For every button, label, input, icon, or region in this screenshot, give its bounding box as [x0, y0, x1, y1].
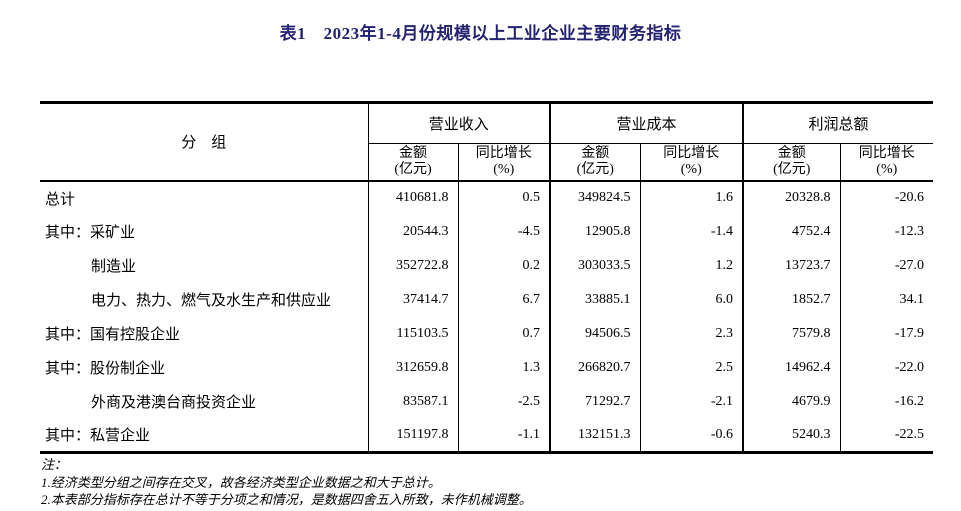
data-cell: 6.0 — [639, 282, 744, 317]
data-cell: -22.0 — [839, 350, 934, 385]
col-header-operating-cost: 营业成本 — [549, 102, 744, 144]
table-row-utilities: 电力、热力、燃气及水生产和供应业 37414.7 6.7 33885.1 6.0… — [40, 282, 934, 317]
col-header-profit-growth: 同比增长 (%) — [839, 143, 934, 182]
data-cell: 410681.8 — [367, 180, 458, 215]
data-cell: 1.2 — [639, 248, 744, 283]
data-cell: -22.5 — [839, 418, 934, 453]
data-cell: 1.6 — [639, 180, 744, 215]
data-cell: 20328.8 — [742, 180, 841, 215]
table-row-total: 总计 410681.8 0.5 349824.5 1.6 20328.8 -20… — [40, 180, 934, 215]
col-header-cost-amount: 金额 (亿元) — [549, 143, 641, 182]
data-cell: -16.2 — [839, 384, 934, 419]
amount-unit: (亿元) — [773, 162, 811, 178]
data-cell: -2.1 — [639, 384, 744, 419]
col-header-group: 分 组 — [40, 102, 369, 182]
table-notes: 注： 1.经济类型分组之间存在交叉，故各经济类型企业数据之和大于总计。 2.本表… — [41, 456, 532, 509]
data-cell: 71292.7 — [549, 384, 641, 419]
amount-label: 金额 — [581, 146, 610, 162]
data-cell: 2.3 — [639, 316, 744, 351]
notes-heading: 注： — [41, 457, 68, 472]
data-cell: -17.9 — [839, 316, 934, 351]
data-cell: 4752.4 — [742, 214, 841, 249]
growth-label: 同比增长 — [475, 146, 532, 162]
data-cell: 34.1 — [839, 282, 934, 317]
header-sub-row: 金额 (亿元) 同比增长 (%) 金额 (亿元) 同比增长 (%) 金额 (亿元… — [40, 143, 934, 182]
row-label: 电力、热力、燃气及水生产和供应业 — [91, 293, 332, 309]
data-cell: 2.5 — [639, 350, 744, 385]
row-label: 其中：国有控股企业 — [45, 327, 181, 343]
data-cell: 0.2 — [457, 248, 551, 283]
page-title: 表1 2023年1-4月份规模以上工业企业主要财务指标 — [279, 24, 682, 43]
amount-label: 金额 — [399, 146, 427, 162]
data-cell: 303033.5 — [549, 248, 641, 283]
data-cell: 266820.7 — [549, 350, 641, 385]
data-cell: 13723.7 — [742, 248, 841, 283]
table-row-manufacturing: 制造业 352722.8 0.2 303033.5 1.2 13723.7 -2… — [40, 248, 934, 283]
row-label: 其中：股份制企业 — [45, 361, 166, 377]
amount-unit: (亿元) — [576, 162, 614, 178]
data-cell: -2.5 — [457, 384, 551, 419]
col-header-total-profit: 利润总额 — [742, 102, 934, 144]
col-header-profit-amount: 金额 (亿元) — [742, 143, 841, 182]
row-label: 外商及港澳台商投资企业 — [91, 395, 257, 411]
amount-unit: (亿元) — [394, 162, 432, 178]
data-cell: 312659.8 — [367, 350, 458, 385]
header-group-row: 分 组 营业收入 营业成本 利润总额 — [40, 102, 934, 182]
col-header-revenue-growth: 同比增长 (%) — [457, 143, 551, 182]
data-cell: 1.3 — [457, 350, 551, 385]
amount-label: 金额 — [777, 146, 806, 162]
col-header-cost-growth: 同比增长 (%) — [639, 143, 744, 182]
data-cell: -27.0 — [839, 248, 934, 283]
table-row-mining: 其中：采矿业 20544.3 -4.5 12905.8 -1.4 4752.4 … — [40, 214, 934, 249]
growth-unit: (%) — [876, 162, 898, 178]
data-cell: 1852.7 — [742, 282, 841, 317]
table-row-foreign-invested: 外商及港澳台商投资企业 83587.1 -2.5 71292.7 -2.1 46… — [40, 384, 934, 419]
growth-label: 同比增长 — [858, 146, 915, 162]
data-cell: 20544.3 — [367, 214, 458, 249]
data-cell: -1.4 — [639, 214, 744, 249]
financial-indicators-table: 分 组 营业收入 营业成本 利润总额 金额 (亿元) 同比增长 (%) 金额 (… — [40, 101, 934, 454]
row-label: 其中：私营企业 — [45, 428, 151, 445]
data-cell: 0.7 — [457, 316, 551, 351]
data-cell: -4.5 — [457, 214, 551, 249]
table-row-state-holding: 其中：国有控股企业 115103.5 0.7 94506.5 2.3 7579.… — [40, 316, 934, 351]
col-header-operating-revenue: 营业收入 — [368, 102, 551, 144]
data-cell: 94506.5 — [549, 316, 641, 351]
data-cell: 33885.1 — [549, 282, 641, 317]
growth-unit: (%) — [493, 162, 515, 178]
data-cell: 37414.7 — [367, 282, 458, 317]
data-cell: 132151.3 — [549, 418, 641, 453]
data-cell: 349824.5 — [549, 180, 641, 215]
data-cell: 7579.8 — [742, 316, 841, 351]
row-label: 总计 — [45, 191, 76, 208]
data-cell: -20.6 — [839, 180, 934, 215]
data-cell: 83587.1 — [367, 384, 458, 419]
data-cell: 115103.5 — [367, 316, 458, 351]
growth-label: 同比增长 — [663, 146, 720, 162]
data-cell: 4679.9 — [742, 384, 841, 419]
growth-unit: (%) — [680, 162, 702, 178]
data-cell: -1.1 — [457, 418, 551, 453]
data-cell: -0.6 — [639, 418, 744, 453]
data-cell: 151197.8 — [367, 418, 458, 453]
data-cell: 0.5 — [457, 180, 551, 215]
note-line: 2.本表部分指标存在总计不等于分项之和情况，是数据四舍五入所致，未作机械调整。 — [41, 492, 532, 507]
data-cell: 14962.4 — [742, 350, 841, 385]
data-cell: -12.3 — [839, 214, 934, 249]
row-label: 其中：采矿业 — [45, 225, 136, 241]
data-cell: 5240.3 — [742, 418, 841, 453]
row-label: 制造业 — [91, 259, 137, 275]
data-cell: 352722.8 — [367, 248, 458, 283]
table-row-shareholding: 其中：股份制企业 312659.8 1.3 266820.7 2.5 14962… — [40, 350, 934, 385]
note-line: 1.经济类型分组之间存在交叉，故各经济类型企业数据之和大于总计。 — [41, 474, 441, 490]
table-row-private: 其中：私营企业 151197.8 -1.1 132151.3 -0.6 5240… — [40, 418, 934, 453]
col-header-revenue-amount: 金额 (亿元) — [368, 143, 458, 182]
data-cell: 6.7 — [457, 282, 551, 317]
data-cell: 12905.8 — [549, 214, 641, 249]
